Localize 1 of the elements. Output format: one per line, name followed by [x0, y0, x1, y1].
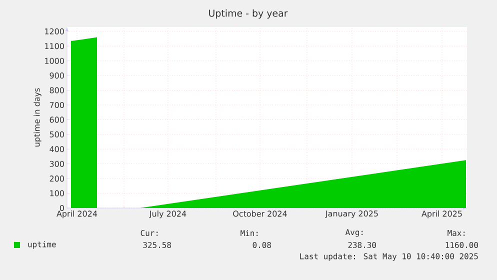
- chart-title: Uptime - by year: [209, 9, 288, 19]
